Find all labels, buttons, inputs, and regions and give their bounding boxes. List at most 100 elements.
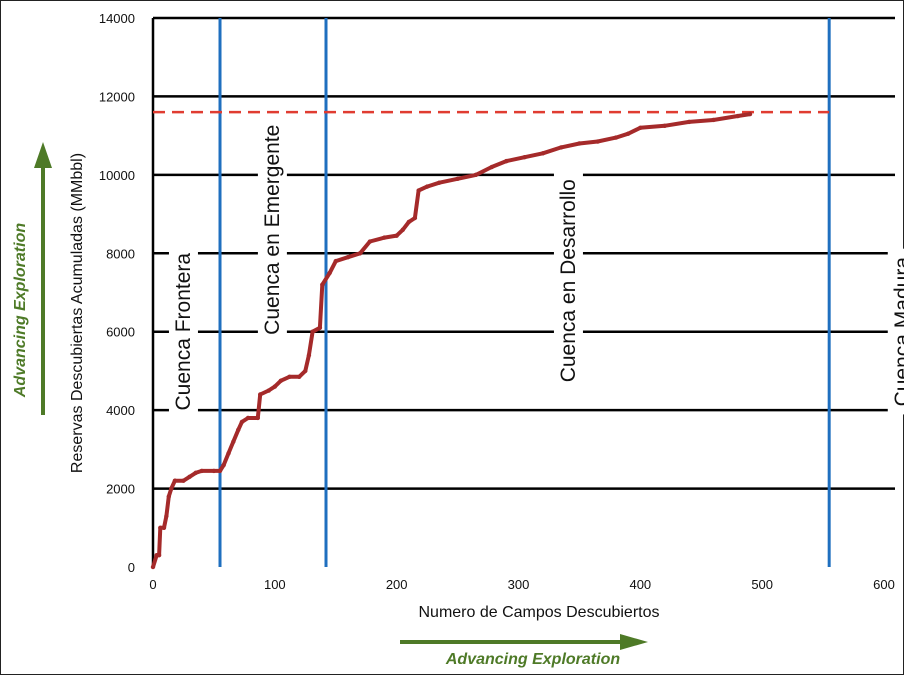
data-point — [258, 392, 263, 397]
data-point — [231, 439, 236, 444]
data-point — [164, 513, 169, 519]
region-label-bg — [553, 171, 583, 391]
data-point — [156, 553, 162, 558]
data-point — [473, 172, 479, 178]
data-point — [522, 155, 527, 160]
data-point — [333, 258, 338, 264]
data-point — [217, 468, 223, 474]
region-label-bg — [257, 116, 287, 343]
data-point — [320, 282, 325, 287]
data-point — [317, 325, 323, 330]
data-point — [367, 239, 373, 244]
data-point — [199, 468, 204, 474]
data-point — [625, 131, 631, 136]
data-point — [416, 188, 421, 193]
data-point — [272, 384, 278, 389]
region-label-1: Cuenca Frontera — [168, 244, 198, 419]
data-point — [221, 462, 226, 468]
region-label-text: Cuenca Madura — [891, 257, 904, 407]
x-advance-arrow: Advancing Exploration — [400, 634, 648, 668]
region-label-2: Cuenca en Emergente — [257, 116, 287, 343]
data-point — [394, 233, 399, 238]
data-point — [193, 470, 198, 476]
data-point — [558, 145, 564, 150]
data-point — [327, 270, 332, 276]
region-label-3: Cuenca en Desarrollo — [553, 171, 583, 391]
y-tick-label: 4000 — [106, 403, 135, 418]
data-point — [345, 255, 351, 260]
x-tick-label: 0 — [149, 577, 156, 592]
data-point — [166, 494, 172, 499]
data-point — [662, 123, 667, 129]
data-point — [239, 419, 245, 425]
data-point — [278, 378, 284, 383]
data-point — [287, 374, 292, 380]
data-point — [169, 486, 174, 491]
data-point — [686, 119, 692, 125]
region-label-text: Cuenca en Emergente — [261, 125, 284, 335]
data-point — [211, 468, 217, 474]
y-tick-label: 12000 — [99, 89, 135, 104]
data-point — [310, 329, 315, 334]
data-point — [297, 374, 302, 380]
region-label-4: Cuenca Madura — [887, 248, 904, 415]
x-tick-label: 300 — [508, 577, 530, 592]
y-tick-label: 14000 — [99, 11, 135, 26]
data-point — [711, 117, 716, 123]
data-point — [577, 141, 582, 146]
region-label-bg — [887, 248, 904, 415]
x-tick-label: 500 — [751, 577, 773, 592]
data-point — [638, 125, 643, 130]
series-layer — [150, 111, 753, 570]
data-point — [226, 451, 231, 456]
data-point — [161, 525, 167, 530]
data-point — [303, 368, 308, 374]
data-point — [158, 525, 163, 530]
y-axis-title: Reservas Descubiertas Acumuladas (MMbbl) — [69, 153, 86, 473]
data-point — [181, 478, 186, 483]
data-point — [400, 227, 405, 232]
data-point — [437, 180, 442, 185]
y-tick-label: 10000 — [99, 168, 135, 183]
x-tick-label: 400 — [629, 577, 651, 592]
y-tick-label: 6000 — [106, 325, 135, 340]
data-point — [412, 215, 418, 221]
x-tick-label: 100 — [264, 577, 286, 592]
y-tick-label: 8000 — [106, 246, 135, 261]
region-divider-layer — [218, 18, 831, 567]
y-advance-label: Advancing Exploration — [12, 223, 29, 398]
y-tick-label: 2000 — [106, 482, 135, 497]
region-label-layer: Cuenca Frontera Cuenca en Emergente Cuenca… — [168, 116, 904, 419]
data-point — [595, 139, 600, 144]
data-point — [306, 353, 312, 358]
data-point — [236, 427, 241, 432]
tick-label-layer: 0 2000 4000 6000 8000 10000 12000 14000 0 100 200 3… — [99, 11, 895, 592]
data-point — [747, 111, 753, 117]
data-point — [406, 219, 412, 225]
x-tick-label: 600 — [873, 577, 895, 592]
data-point — [455, 176, 460, 181]
region-label-text: Cuenca Frontera — [172, 253, 195, 411]
data-point — [613, 135, 619, 140]
x-advance-label: Advancing Exploration — [445, 651, 620, 668]
data-point — [266, 388, 271, 393]
x-axis-title: Numero de Campos Descubiertos — [419, 604, 660, 621]
data-point — [357, 251, 363, 256]
data-point — [187, 474, 192, 480]
data-point — [540, 151, 546, 156]
data-point — [489, 164, 494, 170]
data-point — [245, 415, 251, 421]
data-point — [172, 478, 178, 483]
cumulative-reserves-line — [151, 112, 752, 569]
data-point — [255, 415, 260, 421]
x-tick-label: 200 — [386, 577, 408, 592]
data-point — [150, 564, 156, 570]
data-point — [504, 158, 509, 164]
data-point — [424, 184, 430, 189]
y-advance-arrow: Advancing Exploration — [12, 142, 52, 415]
data-point — [735, 113, 740, 119]
region-label-bg — [168, 244, 198, 419]
region-label-text: Cuenca en Desarrollo — [557, 179, 580, 382]
data-point — [382, 235, 387, 240]
